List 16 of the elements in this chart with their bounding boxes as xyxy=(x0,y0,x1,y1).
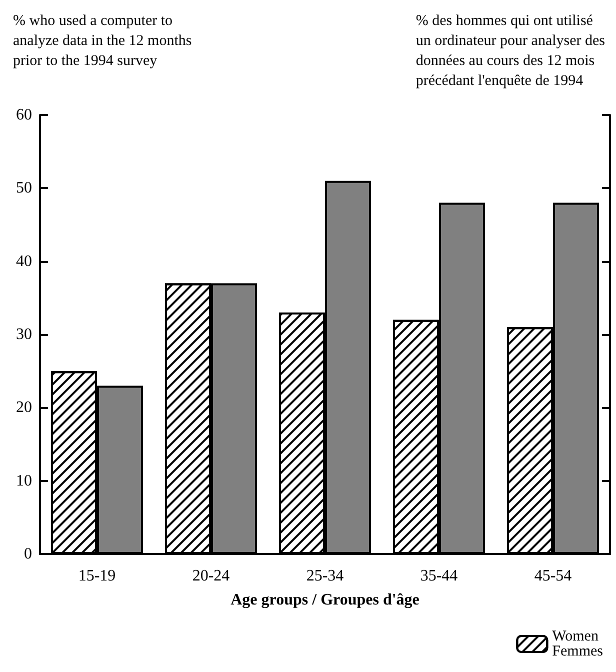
y-tick-label: 0 xyxy=(24,546,32,562)
x-tick-label: 15-19 xyxy=(78,568,116,584)
x-axis-title: Age groups / Groupes d'âge xyxy=(230,592,420,608)
y-tick-label: 60 xyxy=(16,106,32,124)
y-tick-label: 20 xyxy=(16,399,32,416)
y-tick-label: 40 xyxy=(16,252,32,270)
x-tick-label: 45-54 xyxy=(534,568,572,584)
x-tick-label: 25-34 xyxy=(306,568,344,584)
x-tick-label: 20-24 xyxy=(192,568,230,584)
chart-subtitle: % des hommes qui ont utilisé un ordinateur pour analyser des données au cours des 12 mois précédant l'enquête de 1994 xyxy=(416,13,606,89)
x-tick-label: 35-44 xyxy=(420,568,458,584)
legend-label: Women Femmes xyxy=(552,628,604,660)
y-tick-label: 50 xyxy=(16,180,32,197)
chart-title: % who used a computer to analyze data in the 12 months prior to the 1994 survey xyxy=(13,13,192,69)
y-tick-label: 10 xyxy=(16,472,32,490)
y-tick-label: 30 xyxy=(16,326,32,343)
